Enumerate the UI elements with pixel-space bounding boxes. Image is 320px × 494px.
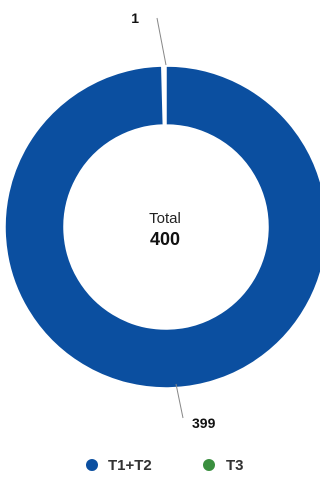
legend-item-t3[interactable]: T3	[203, 457, 244, 474]
legend-marker-t3	[203, 459, 215, 471]
center-total-value: 400	[150, 229, 180, 249]
legend-marker-t1-t2	[86, 459, 98, 471]
legend: T1+T2 T3	[86, 457, 244, 474]
slices-layer	[4, 65, 320, 389]
leader-lines	[156, 17, 184, 419]
leader-line-t1-t2	[175, 383, 184, 419]
data-label-t3: 1	[131, 10, 139, 26]
center-total-label: Total	[149, 210, 181, 227]
donut-slice-t3[interactable]	[162, 65, 166, 126]
data-label-t1-t2: 399	[192, 415, 216, 431]
legend-label-t3: T3	[226, 457, 244, 474]
data-labels: 399 1	[131, 10, 215, 431]
donut-slice-t1-t2[interactable]	[4, 65, 320, 389]
leader-line-t3	[156, 17, 167, 66]
legend-item-t1-t2[interactable]: T1+T2	[86, 457, 152, 474]
legend-label-t1-t2: T1+T2	[108, 457, 152, 474]
